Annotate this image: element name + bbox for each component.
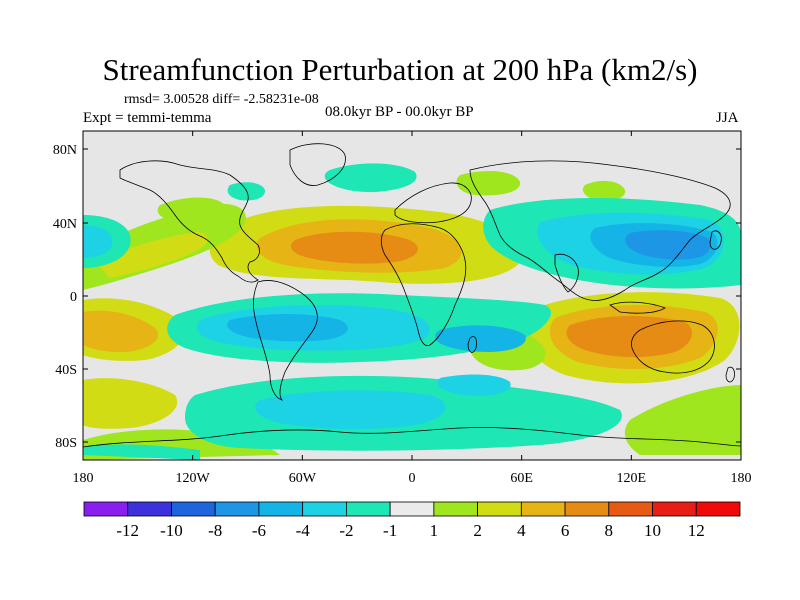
experiment-label: Expt = temmi-temma [83, 110, 212, 126]
contour-regions [83, 163, 741, 460]
longitude-tick-label: 180 [731, 471, 752, 486]
coastline-greenland [289, 143, 346, 186]
contour-fill [255, 390, 446, 430]
contour-fill [157, 197, 226, 222]
coastline-japan [709, 230, 722, 250]
colorbar-swatch [389, 501, 435, 517]
longitude-tick-label: 120W [176, 471, 211, 486]
colorbar-swatch [83, 501, 129, 517]
coastline-antarctica [83, 427, 741, 448]
colorbar-swatch [127, 501, 172, 517]
contour-fill [456, 170, 521, 196]
colorbar-label: -6 [252, 521, 266, 540]
contour-fill [625, 230, 711, 260]
colorbar-label: -8 [208, 521, 222, 540]
colorbar-swatch [345, 501, 391, 517]
coastline-new-zealand [725, 366, 735, 383]
contour-fill [324, 163, 417, 193]
contour-fill [83, 444, 200, 460]
period-label: 08.0kyr BP - 00.0kyr BP [325, 104, 474, 120]
longitude-tick-label: 0 [409, 471, 416, 486]
chart-title: Streamfunction Perturbation at 200 hPa (… [102, 52, 698, 87]
coastline-madagascar [467, 336, 477, 353]
stats-text: rmsd= 3.00528 diff= -2.58231e-08 [124, 92, 319, 107]
colorbar-label: 10 [644, 521, 661, 540]
longitude-axis: 180 120W 60W 0 60E 120E 180 [73, 131, 752, 486]
colorbar-swatch [302, 501, 347, 517]
colorbar-label: 8 [605, 521, 614, 540]
colorbar-label: 4 [517, 521, 526, 540]
latitude-tick-label: 40S [55, 363, 77, 378]
longitude-tick-label: 120E [617, 471, 647, 486]
colorbar-label: -10 [160, 521, 183, 540]
coastline-india [554, 253, 579, 293]
colorbar-label: -4 [296, 521, 311, 540]
coastline-asia [469, 160, 731, 301]
latitude-axis: 80N 40N 0 40S 80S [53, 143, 741, 451]
coastline-south-america [253, 280, 318, 401]
colorbar-swatch [608, 501, 653, 517]
coastline-indonesia [609, 301, 666, 314]
latitude-tick-label: 80S [55, 436, 77, 451]
contour-fill [582, 180, 626, 201]
colorbar-swatch [520, 501, 566, 517]
contour-fill [290, 231, 418, 264]
contour-fill [435, 325, 526, 352]
colorbar-label: -2 [339, 521, 353, 540]
colorbar-swatch [652, 501, 697, 517]
latitude-tick-label: 0 [70, 290, 77, 305]
contour-fill [566, 315, 693, 358]
longitude-tick-label: 60E [510, 471, 533, 486]
longitude-tick-label: 180 [73, 471, 94, 486]
contour-fill [437, 374, 511, 396]
colorbar-label: -1 [383, 521, 397, 540]
coastline-europe [394, 182, 472, 224]
coastlines [83, 143, 741, 448]
colorbar-label: 6 [561, 521, 570, 540]
contour-fill [227, 314, 348, 342]
colorbar-swatch [433, 501, 479, 517]
contour-fill [83, 310, 159, 353]
contour-fill [95, 232, 208, 278]
coastline-australia [631, 320, 715, 374]
colorbar-swatch [695, 501, 741, 517]
contour-fill [624, 385, 741, 455]
colorbar-label: -12 [116, 521, 139, 540]
contour-fill [83, 378, 178, 429]
colorbar-label: 2 [473, 521, 482, 540]
coastline-africa [380, 223, 467, 347]
colorbar-swatch [171, 501, 216, 517]
colorbar-swatch [258, 501, 304, 517]
colorbar-swatch [564, 501, 610, 517]
coastline-north-america [119, 160, 260, 283]
colorbar-labels: -12 -10 -8 -6 -4 -2 -1 1 2 4 6 8 10 12 [116, 521, 704, 540]
colorbar-boxes [83, 501, 741, 517]
colorbar-swatch [477, 501, 522, 517]
longitude-tick-label: 60W [289, 471, 317, 486]
colorbar-label: 12 [688, 521, 705, 540]
contour-fill [227, 182, 266, 201]
colorbar-swatch [214, 501, 260, 517]
latitude-tick-label: 80N [53, 143, 77, 158]
contour-fill [83, 225, 113, 258]
colorbar-label: 1 [430, 521, 439, 540]
season-label: JJA [716, 110, 739, 126]
latitude-tick-label: 40N [53, 217, 77, 232]
